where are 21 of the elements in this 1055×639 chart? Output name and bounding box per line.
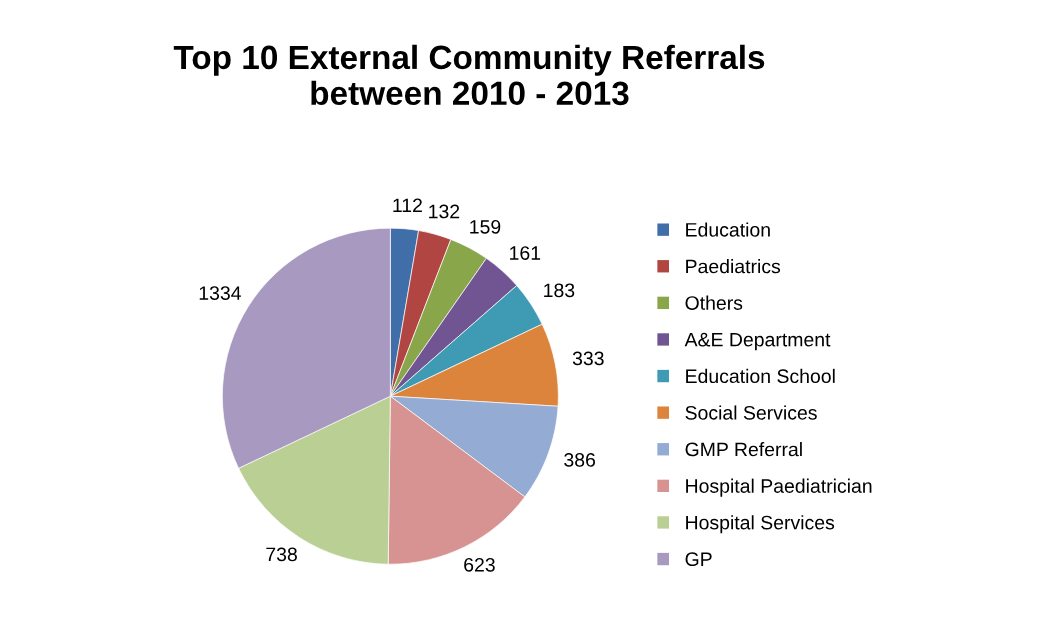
legend-label: GP [685,552,712,567]
legend-label: Hospital Paediatrician [686,478,872,497]
data-label: 161 [510,246,541,260]
legend-label: Education School [686,368,835,384]
legend-label: Paediatrics [686,259,781,274]
legend-label: GMP Referral [685,442,802,457]
legend-label: Others [685,295,743,310]
legend-label: A&E Department [684,332,831,351]
data-label: 738 [266,547,297,562]
data-label: 112 [393,198,422,213]
data-label: 386 [564,452,596,467]
data-label: 183 [544,283,575,298]
data-label: 132 [429,204,460,219]
legend-label: Education [686,222,770,237]
data-label: 1334 [199,286,241,300]
data-label: 159 [470,219,501,234]
legend-label: Hospital Services [686,515,835,534]
chart-title: Top 10 External Community Referrals between 2010 - 2013 [173,44,765,106]
data-label: 623 [464,557,495,572]
legend-label: Social Services [685,405,817,420]
data-label: 333 [572,351,604,366]
